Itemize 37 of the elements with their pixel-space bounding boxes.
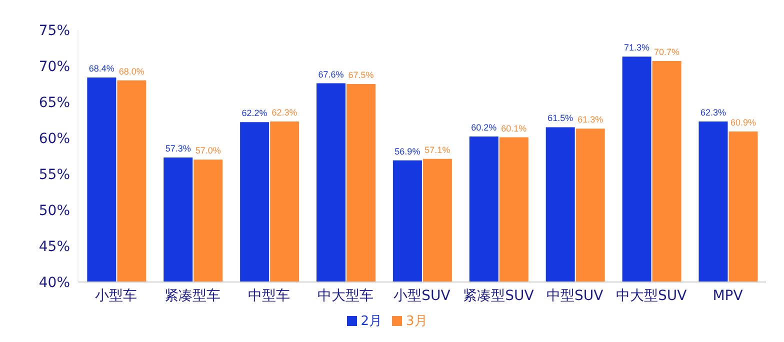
data-label: 71.3% bbox=[624, 42, 650, 53]
data-label: 68.4% bbox=[88, 64, 114, 74]
data-label: 70.7% bbox=[654, 46, 680, 57]
data-label: 57.0% bbox=[195, 146, 221, 156]
x-tick-label: 小型SUV bbox=[394, 288, 451, 304]
y-tick-label: 70% bbox=[38, 58, 70, 75]
y-tick-label: 65% bbox=[38, 94, 70, 111]
x-tick-label: 中型车 bbox=[248, 288, 290, 304]
x-tick-label: 紧凑型SUV bbox=[463, 288, 534, 304]
data-label: 57.1% bbox=[424, 144, 450, 155]
legend-label: 3月 bbox=[406, 314, 428, 329]
x-tick-label: 小型车 bbox=[95, 288, 138, 304]
data-label: 67.6% bbox=[318, 69, 344, 80]
data-label: 60.2% bbox=[471, 122, 497, 133]
data-label: 61.3% bbox=[578, 114, 604, 125]
data-label: 62.2% bbox=[242, 108, 268, 118]
x-tick-label: 中型SUV bbox=[546, 288, 604, 304]
legend-label: 2月 bbox=[360, 314, 382, 329]
data-label: 62.3% bbox=[272, 107, 298, 118]
y-tick-label: 75% bbox=[38, 22, 70, 39]
data-label: 60.1% bbox=[501, 123, 527, 134]
x-tick-label: 紧凑型车 bbox=[164, 288, 221, 304]
x-tick-label: 中大型车 bbox=[318, 288, 374, 304]
y-tick-label: 45% bbox=[38, 238, 70, 255]
y-tick-label: 60% bbox=[38, 130, 70, 147]
data-label: 56.9% bbox=[394, 146, 420, 156]
y-tick-label: 40% bbox=[38, 274, 70, 291]
data-label: 61.5% bbox=[548, 113, 574, 124]
y-tick-label: 50% bbox=[38, 202, 70, 219]
data-label: 68.0% bbox=[118, 66, 144, 76]
data-label: 60.9% bbox=[730, 118, 756, 128]
x-tick-label: 中大型SUV bbox=[616, 288, 688, 304]
y-tick-label: 55% bbox=[38, 166, 70, 183]
data-label: 62.3% bbox=[700, 107, 726, 118]
x-tick-label: MPV bbox=[712, 288, 744, 304]
data-label: 57.3% bbox=[165, 143, 191, 154]
data-label: 67.5% bbox=[348, 70, 374, 80]
